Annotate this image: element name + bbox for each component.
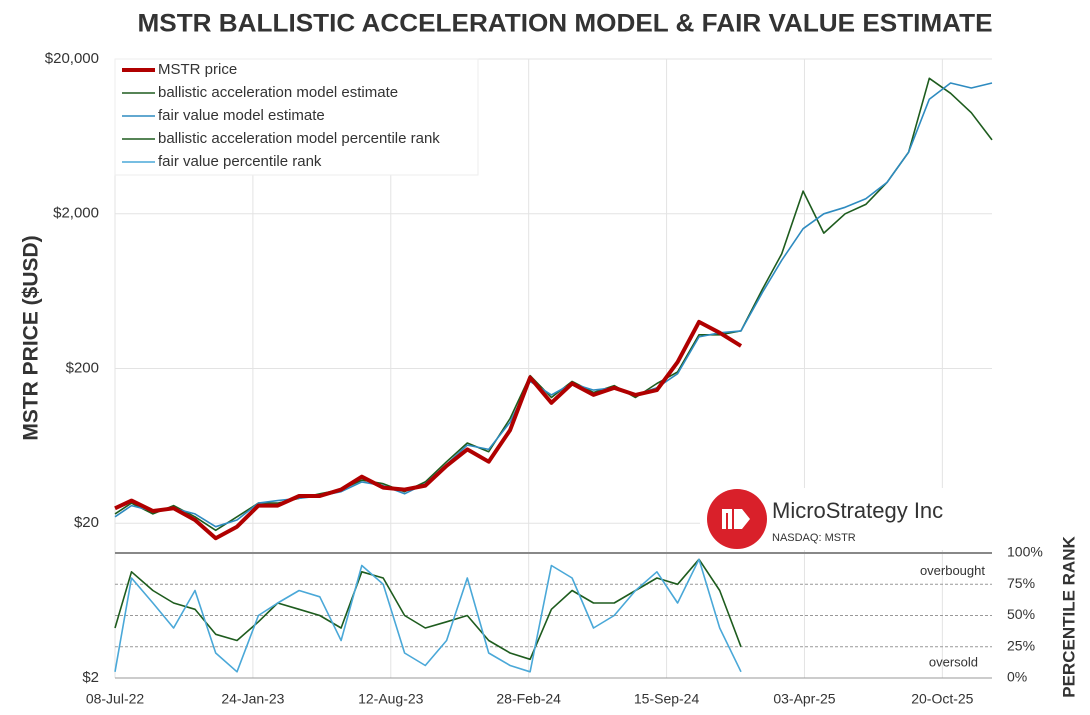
annotation: overbought (920, 563, 985, 578)
logo-glyph (722, 509, 750, 529)
logo: MicroStrategy Inc NASDAQ: MSTR (700, 488, 992, 550)
y2-tick-label: 0% (1007, 669, 1027, 685)
y-tick-label: $2,000 (53, 205, 99, 222)
legend-label: fair value percentile rank (158, 153, 322, 170)
logo-name: MicroStrategy Inc (772, 498, 943, 523)
chart-title: MSTR BALLISTIC ACCELERATION MODEL & FAIR… (138, 10, 993, 38)
series-line (114, 558, 742, 661)
grid: 08-Jul-22 24-Jan-23 12-Aug-23 28-Feb-24 15-S… (45, 50, 1043, 707)
y2-tick-label: 100% (1007, 544, 1043, 560)
x-tick-label: 28-Feb-24 (496, 691, 561, 707)
x-tick-label: 12-Aug-23 (358, 691, 424, 707)
x-tick-label: 24-Jan-23 (221, 691, 284, 707)
y-tick-label: $20,000 (45, 50, 99, 67)
legend: MSTR price ballistic acceleration model e… (114, 58, 479, 176)
legend-label: MSTR price (158, 61, 237, 78)
y2-tick-label: 75% (1007, 575, 1035, 591)
legend-label: ballistic acceleration model estimate (158, 84, 398, 101)
series-line (114, 319, 743, 541)
y-tick-label: $20 (74, 514, 99, 531)
x-tick-label: 20-Oct-25 (911, 691, 973, 707)
y-axis-label: MSTR PRICE ($USD) (20, 235, 43, 440)
y2-tick-label: 25% (1007, 637, 1035, 653)
logo-ticker: NASDAQ: MSTR (772, 532, 856, 544)
x-tick-label: 15-Sep-24 (634, 691, 700, 707)
series-line (114, 558, 742, 673)
annotation: oversold (929, 654, 978, 669)
x-tick-label: 03-Apr-25 (773, 691, 835, 707)
legend-label: fair value model estimate (158, 107, 325, 124)
x-tick-label: 08-Jul-22 (86, 691, 145, 707)
y-tick-label: $200 (66, 359, 99, 376)
y2-tick-label: 50% (1007, 606, 1035, 622)
y-tick-label: $2 (82, 669, 99, 686)
legend-box (114, 58, 479, 176)
y2-axis-label: PERCENTILE RANK (1059, 536, 1078, 698)
legend-label: ballistic acceleration model percentile … (158, 130, 440, 147)
series-line (114, 82, 993, 528)
plot (114, 77, 993, 673)
